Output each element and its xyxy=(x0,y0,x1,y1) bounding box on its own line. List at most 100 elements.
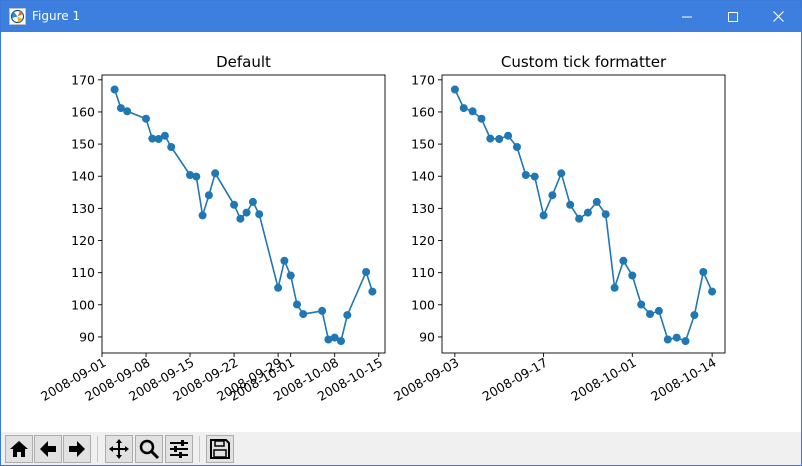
matplotlib-app-icon xyxy=(9,8,26,25)
figure-canvas[interactable]: Default 90 100 110 120 130 140 150 160 170 2008-09… xyxy=(1,32,801,432)
y-tick-label: 90 xyxy=(79,329,95,344)
data-point xyxy=(566,200,575,209)
pan-icon xyxy=(109,439,129,459)
data-point xyxy=(681,337,690,346)
chart-panel-2: Custom tick formatter 90 100 110 120 130 140 15… xyxy=(391,53,726,404)
y-tick-label: 120 xyxy=(411,233,435,248)
data-point xyxy=(548,191,557,200)
pan-button[interactable] xyxy=(105,435,133,463)
zoom-button[interactable] xyxy=(135,435,163,463)
toolbar-separator xyxy=(199,436,200,462)
data-point xyxy=(583,208,592,217)
configure-subplots-button[interactable] xyxy=(165,435,193,463)
data-point xyxy=(637,300,646,309)
close-button[interactable] xyxy=(755,1,801,32)
data-point xyxy=(274,283,283,292)
minimize-button[interactable] xyxy=(664,1,710,32)
y-tick-label: 140 xyxy=(411,169,435,184)
data-point xyxy=(167,143,176,151)
x-tick-label: 2008-09-03 xyxy=(391,355,461,404)
data-point xyxy=(280,256,289,265)
data-point xyxy=(468,107,477,116)
back-arrow-icon xyxy=(40,441,56,457)
data-point xyxy=(495,135,504,143)
x-tick-label: 2008-09-17 xyxy=(480,355,550,404)
data-point xyxy=(477,114,486,123)
zoom-icon xyxy=(139,439,160,460)
data-point xyxy=(318,306,327,315)
data-point xyxy=(557,169,566,178)
data-point xyxy=(324,335,333,344)
data-point xyxy=(450,85,459,94)
data-point xyxy=(690,311,699,320)
y-tick-label: 100 xyxy=(411,297,435,312)
maximize-icon xyxy=(728,11,738,22)
data-point xyxy=(230,200,239,209)
x-tick-label: 2008-10-01 xyxy=(568,355,638,404)
data-point xyxy=(362,268,371,276)
y-tick-label: 140 xyxy=(71,169,95,184)
data-point xyxy=(198,211,207,220)
data-point xyxy=(116,104,125,113)
data-point xyxy=(255,210,264,219)
y-tick-label: 170 xyxy=(411,72,435,87)
data-point xyxy=(343,311,352,320)
data-point xyxy=(610,283,619,292)
minimize-icon xyxy=(682,16,692,17)
save-icon xyxy=(210,439,230,459)
home-icon xyxy=(10,441,28,457)
toolbar-separator xyxy=(97,436,98,462)
data-point xyxy=(337,337,345,346)
y-tick-label: 110 xyxy=(411,265,435,280)
data-point xyxy=(368,287,377,296)
axes-frame xyxy=(441,74,726,354)
charts-svg: Default 90 100 110 120 130 140 150 160 170 2008-09… xyxy=(38,53,726,404)
save-button[interactable] xyxy=(206,435,234,463)
forward-arrow-icon xyxy=(69,441,85,457)
data-point xyxy=(654,306,663,315)
y-tick-label: 90 xyxy=(419,329,435,344)
y-tick-label: 160 xyxy=(411,104,435,119)
window-title: Figure 1 xyxy=(32,9,81,23)
data-point xyxy=(619,256,628,265)
data-point xyxy=(504,131,513,140)
data-point xyxy=(236,214,245,223)
y-tick-label: 130 xyxy=(411,201,435,216)
data-point xyxy=(628,271,637,280)
data-point xyxy=(575,214,584,223)
data-point xyxy=(192,172,201,181)
title-bar[interactable]: Figure 1 xyxy=(1,1,801,32)
data-point xyxy=(293,300,301,309)
y-tick-label: 130 xyxy=(71,201,95,216)
y-tick-label: 120 xyxy=(71,233,95,248)
data-point xyxy=(299,310,308,319)
data-point xyxy=(513,143,521,151)
y-tick-label: 110 xyxy=(71,265,95,280)
data-point xyxy=(148,134,157,143)
data-point xyxy=(646,310,654,319)
configure-subplots-icon xyxy=(170,440,188,458)
data-point xyxy=(539,211,548,220)
x-tick-label: 2008-10-14 xyxy=(648,355,718,404)
axes-frame xyxy=(101,74,386,354)
chart-title: Custom tick formatter xyxy=(501,53,667,71)
data-point xyxy=(160,131,169,140)
y-tick-label: 170 xyxy=(71,72,95,87)
data-point xyxy=(663,335,672,344)
back-button[interactable] xyxy=(34,435,62,463)
home-button[interactable] xyxy=(5,435,33,463)
navigation-toolbar xyxy=(1,432,801,465)
data-point xyxy=(330,333,339,342)
data-point xyxy=(186,171,194,179)
maximize-button[interactable] xyxy=(710,1,756,32)
data-point xyxy=(142,114,150,123)
series-line xyxy=(454,89,713,343)
data-point xyxy=(601,210,610,219)
y-tick-label: 150 xyxy=(71,137,95,152)
y-tick-label: 160 xyxy=(71,104,95,119)
forward-button[interactable] xyxy=(63,435,91,463)
chart-title: Default xyxy=(216,53,271,71)
data-point xyxy=(530,172,539,181)
data-point xyxy=(699,268,708,276)
